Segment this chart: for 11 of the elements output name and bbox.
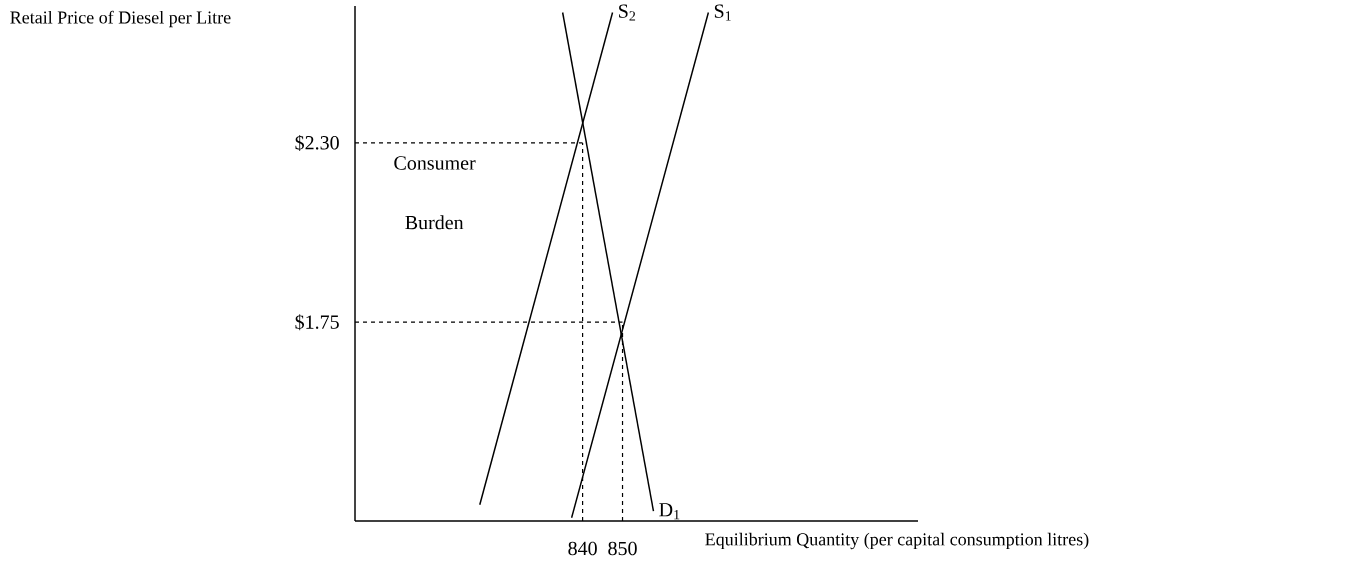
y-axis-title: Retail Price of Diesel per Litre bbox=[10, 10, 231, 28]
series-label: S$_{2}$ bbox=[619, 4, 636, 21]
x-axis-title: Equilibrium Quantity (per capital consumption litres) bbox=[705, 532, 1089, 550]
series-label: S$_{1}$ bbox=[714, 4, 731, 21]
series-label: D$_{1}$ bbox=[659, 503, 680, 520]
annotation: Consumer bbox=[394, 156, 476, 170]
y-tick-label: $1.75 bbox=[295, 314, 339, 331]
y-tick-label: $2.30 bbox=[295, 134, 339, 151]
annotation: Burden bbox=[405, 215, 464, 230]
x-tick-label: 850 bbox=[608, 541, 637, 556]
x-tick-label: 840 bbox=[568, 541, 597, 556]
